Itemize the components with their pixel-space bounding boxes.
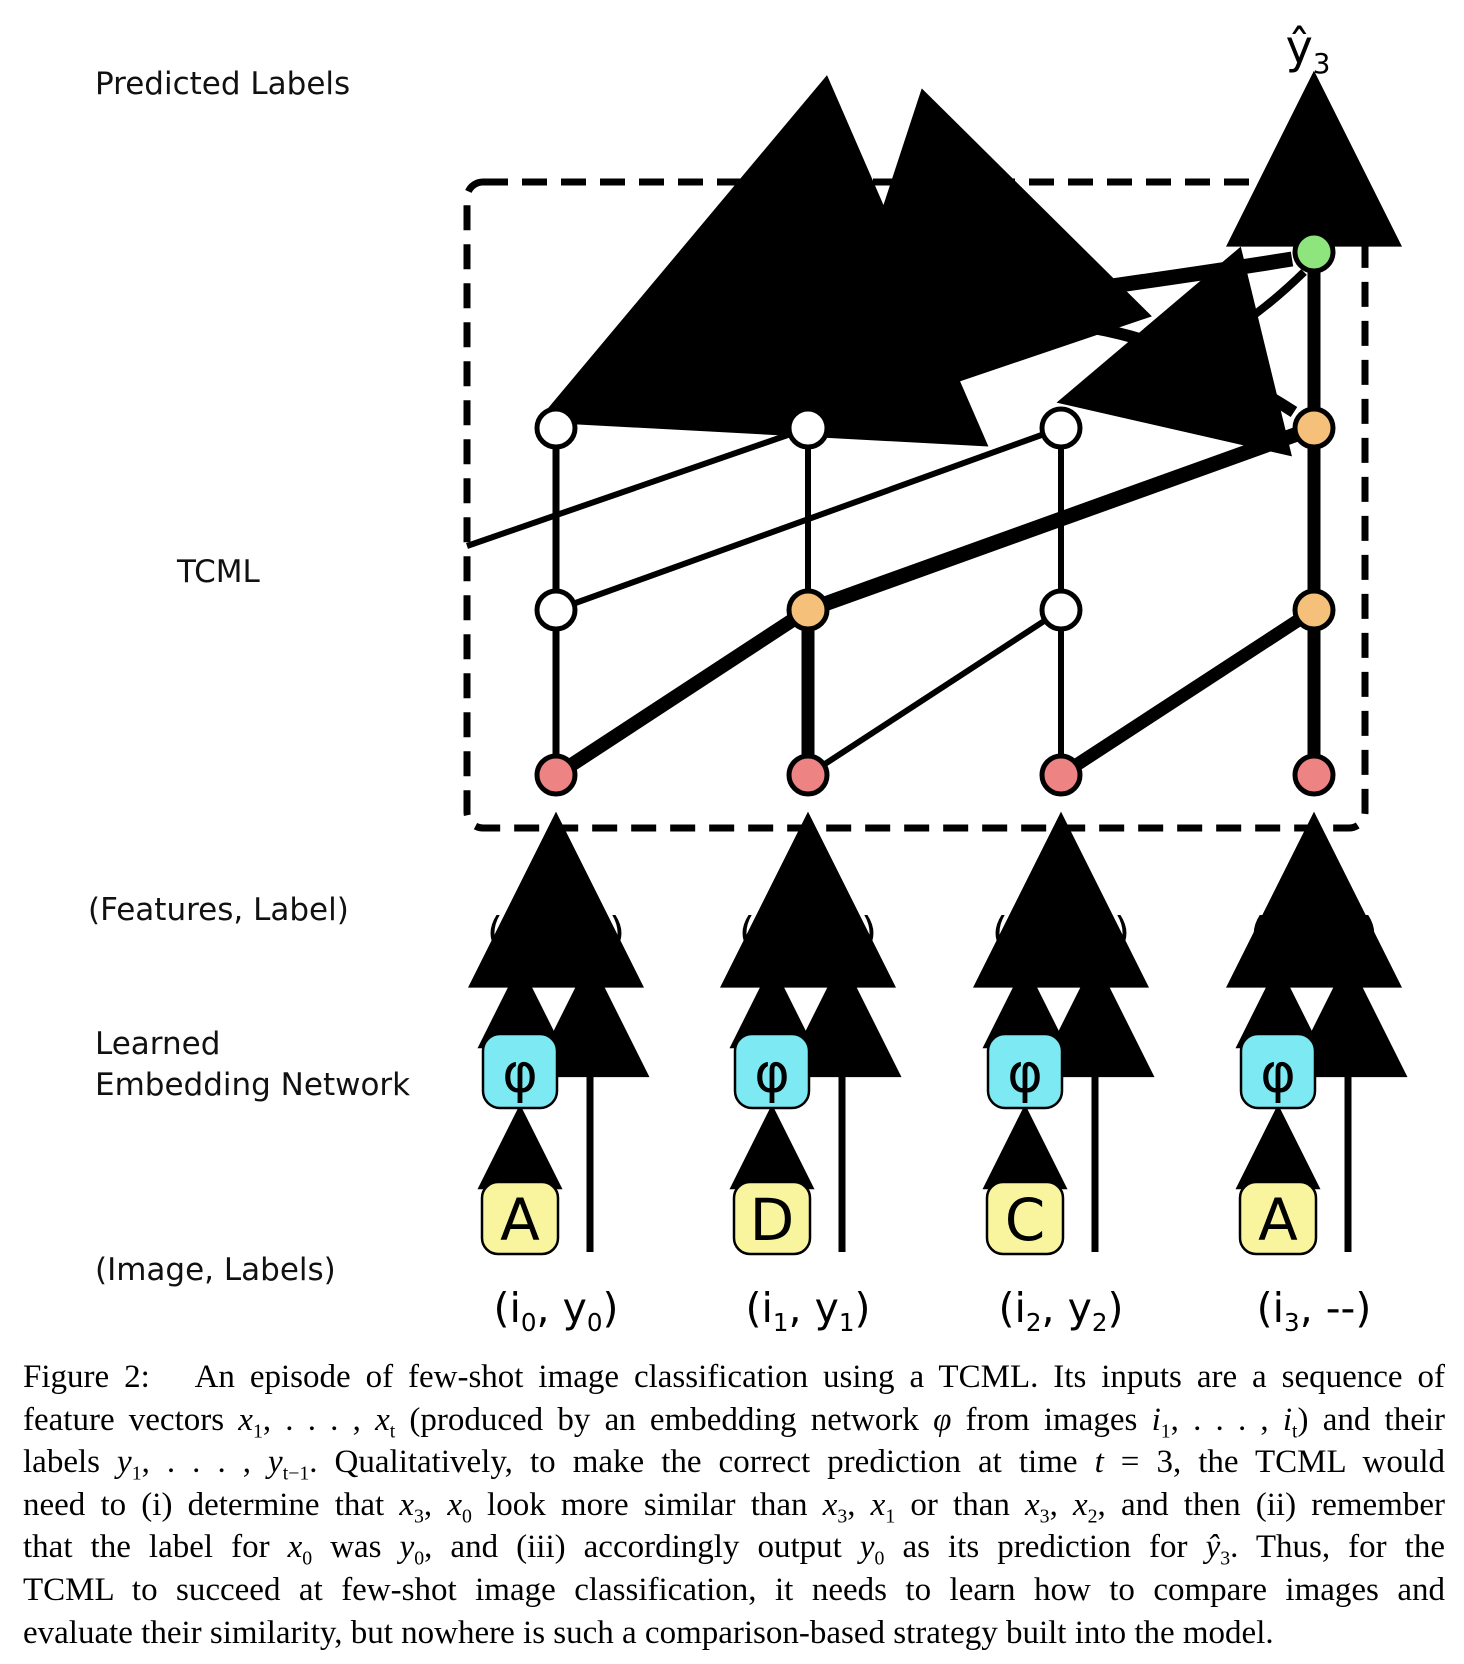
phi-box-1 — [733, 1032, 811, 1110]
tcml-label: TCML — [177, 554, 260, 590]
phi-symbol-3: φ — [1260, 1041, 1296, 1105]
caption-line: need to (i) determine that x3, x0 look m… — [23, 1486, 1445, 1528]
node-red-2 — [1039, 753, 1083, 797]
node-green-3 — [1292, 230, 1336, 274]
feature-tuple-3: (x3, --) — [1250, 908, 1378, 962]
image-box-1 — [732, 1180, 812, 1256]
image-tuple-1: (i1, y1) — [745, 1284, 871, 1338]
node-mid-0 — [534, 588, 578, 632]
phi-symbol-2: φ — [1007, 1041, 1043, 1105]
tcml-dashed-box — [463, 178, 1369, 832]
feature-tuple-1: (x1, y1) — [739, 908, 877, 962]
figure-caption: Figure 2: An episode of few-shot image c… — [23, 1356, 1445, 1654]
phi-box-2 — [986, 1032, 1064, 1110]
caption-line: Figure 2: An episode of few-shot image c… — [23, 1359, 1445, 1395]
caption-line: evaluate their similarity, but nowhere i… — [23, 1614, 1274, 1651]
image-tuple-2: (i2, y2) — [998, 1284, 1124, 1338]
attention-arrow-0 — [536, 75, 1294, 447]
image-letter-1: D — [749, 1186, 795, 1254]
image-tuple-3: (i3, --) — [1256, 1284, 1372, 1338]
phi-symbol-0: φ — [502, 1041, 538, 1105]
edge — [806, 607, 1063, 778]
edge — [554, 425, 1063, 613]
edge-truncated — [466, 425, 809, 549]
edge — [1057, 604, 1318, 781]
phi-symbol-1: φ — [754, 1041, 790, 1105]
image-tuple-0: (i0, y0) — [493, 1284, 619, 1338]
phi-box-3 — [1239, 1032, 1317, 1110]
attention-arrow-2 — [1056, 246, 1307, 457]
node-top-1 — [786, 406, 830, 450]
image-letter-2: C — [1004, 1186, 1046, 1254]
node-red-0 — [534, 753, 578, 797]
embedding-network-label-line2: Embedding Network — [95, 1067, 411, 1103]
node-top-3 — [1292, 406, 1336, 450]
feature-tuple-0: (x0, y0) — [487, 908, 625, 962]
tcml-diagram — [463, 70, 1408, 1256]
features-label: (Features, Label) — [88, 892, 349, 928]
node-top-2 — [1039, 406, 1083, 450]
image-box-2 — [985, 1180, 1065, 1256]
edge — [552, 604, 812, 781]
feature-tuple-2: (x2, y2) — [992, 908, 1130, 962]
embedding-network-label-line1: Learned — [95, 1026, 221, 1062]
caption-line: that the label for x0 was y0, and (iii) … — [23, 1529, 1445, 1570]
node-red-1 — [786, 753, 830, 797]
node-top-0 — [534, 406, 578, 450]
output-yhat3-label: ŷ3 — [1285, 20, 1331, 81]
image-letter-3: A — [1258, 1186, 1298, 1254]
node-mid-3 — [1292, 588, 1336, 632]
edge — [805, 420, 1317, 618]
node-red-3 — [1292, 753, 1336, 797]
image-box-3 — [1238, 1180, 1318, 1256]
phi-box-0 — [481, 1032, 559, 1110]
caption-line: labels y1, . . . , yt−1. Qualitatively, … — [23, 1444, 1445, 1485]
caption-line: feature vectors x1, . . . , xt (produced… — [23, 1401, 1446, 1443]
image-box-0 — [480, 1180, 560, 1256]
image-letter-0: A — [500, 1186, 540, 1254]
image-labels-label: (Image, Labels) — [95, 1252, 336, 1288]
node-mid-1 — [786, 588, 830, 632]
caption-line: TCML to succeed at few-shot image classi… — [23, 1571, 1445, 1608]
predicted-labels-label: Predicted Labels — [95, 66, 351, 102]
node-mid-2 — [1039, 588, 1083, 632]
